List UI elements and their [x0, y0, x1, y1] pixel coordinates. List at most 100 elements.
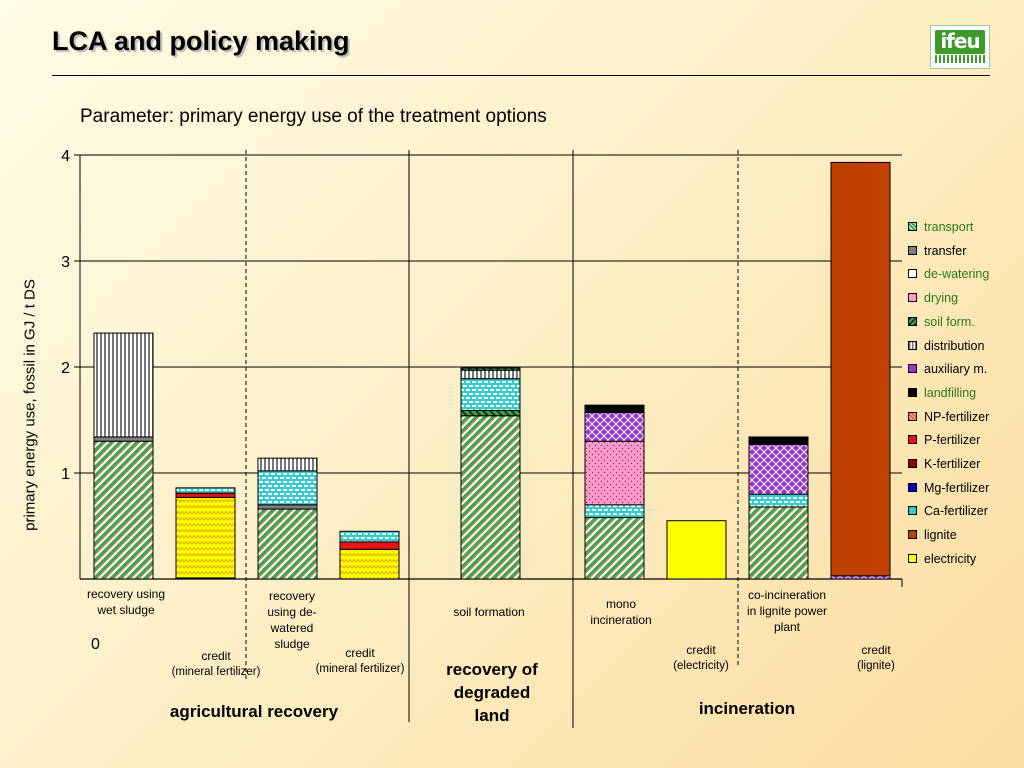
label-line: (mineral fertilizer): [315, 663, 405, 675]
credit-label: credit (lignite): [836, 642, 916, 674]
legend-swatch: [908, 435, 917, 445]
category-label: mono incineration: [571, 596, 671, 628]
legend-swatch: [908, 316, 917, 326]
legend-label: de-watering: [924, 267, 990, 282]
group-label: incineration: [667, 697, 827, 720]
group-label: agricultural recovery: [144, 700, 364, 723]
legend-label: drying: [924, 291, 959, 306]
group-label: recovery of degraded land: [422, 658, 562, 727]
bar-segment-distribution: [93, 332, 154, 438]
label-line: wet sludge: [97, 603, 155, 617]
bar-segment-electricity: [666, 520, 727, 580]
label-line: mono: [605, 597, 637, 611]
slide-title: LCA and policy making: [52, 26, 350, 56]
label-line: plant: [773, 620, 801, 634]
bar-segment-transfer: [93, 436, 154, 442]
label-line: recovery using: [86, 587, 166, 601]
label-line: soil formation: [453, 605, 525, 619]
bar-segment-transfer: [257, 504, 318, 510]
legend-label: K-fertilizer: [924, 457, 981, 471]
label-line: (lignite): [857, 660, 895, 672]
bar-segment-lignite: [830, 161, 891, 577]
bar-segment-transport: [748, 506, 809, 580]
legend-label: transfer: [924, 243, 967, 258]
group-label-line: incineration: [698, 699, 796, 718]
category-label: soil formation: [429, 604, 549, 620]
title-underline: [52, 75, 990, 76]
legend-label: landfilling: [924, 385, 977, 400]
ifeu-logo: ifeu: [930, 25, 990, 69]
legend-swatch: [908, 506, 917, 516]
label-line: credit: [345, 646, 375, 660]
legend-swatch: [908, 269, 917, 279]
bar-segment-transport: [460, 415, 521, 580]
bar-segment-ca-fertilizer: [175, 487, 236, 494]
bar-segment-ca-fertilizer: [584, 504, 645, 519]
legend-swatch: [908, 459, 917, 468]
bar-segment-ca-fertilizer: [257, 470, 318, 506]
bar-segment-distribution: [257, 457, 318, 472]
category-label: recovery using wet sludge: [61, 586, 191, 618]
y-tick-label: 1: [61, 466, 70, 483]
label-line: incineration: [590, 613, 652, 627]
y-tick-label: 3: [61, 254, 70, 271]
legend-swatch: [908, 245, 917, 255]
credit-label: credit (mineral fertilizer): [305, 645, 415, 677]
bar-segment-soil-form: [460, 409, 521, 417]
label-line: co-incineration: [747, 588, 827, 602]
bar-segment-landfilling: [748, 436, 809, 445]
bar-segment-ca-fertilizer: [339, 530, 400, 543]
zero-label: 0: [91, 636, 100, 653]
label-line: credit: [861, 643, 891, 657]
legend-swatch: [908, 553, 917, 563]
logo-bar: [935, 30, 985, 54]
legend-label: lignite: [924, 528, 957, 543]
legend-label: P-fertilizer: [924, 433, 981, 448]
y-tick-label: 4: [61, 148, 70, 165]
bar-segment-landfilling: [584, 404, 645, 414]
label-line: recovery: [268, 589, 315, 603]
legend-swatch: [908, 222, 917, 231]
bar-segment-transport: [93, 440, 154, 580]
group-label-line: degraded: [453, 683, 531, 702]
bar-segment-electricity: [339, 548, 400, 580]
legend-label: auxiliary m.: [924, 362, 988, 377]
bar-segment-p-fertilizer: [339, 541, 400, 550]
bar-segment-drying: [584, 440, 645, 506]
legend-swatch: [908, 340, 917, 350]
credit-label: credit (electricity): [651, 642, 751, 674]
bar-segment-p-fertilizer: [175, 492, 236, 498]
legend-label: soil form.: [924, 314, 975, 329]
legend-label: transport: [924, 220, 974, 234]
bar-segment-transport: [584, 517, 645, 580]
label-line: credit: [686, 643, 716, 657]
group-label-line: land: [474, 706, 510, 725]
credit-label: credit (mineral fertilizer): [156, 648, 276, 680]
legend-swatch: [908, 530, 917, 540]
bar-segment-auxiliary-m: [748, 443, 809, 495]
group-label-line: recovery of: [446, 660, 538, 679]
legend-label: Ca-fertilizer: [924, 504, 988, 519]
legend-label: distribution: [924, 338, 985, 353]
legend-swatch: [908, 482, 917, 492]
label-line: using de-: [267, 605, 317, 619]
legend-label: electricity: [924, 551, 977, 566]
bar-segment-auxiliary-m: [584, 412, 645, 442]
logo-stripes: [935, 55, 985, 63]
label-line: (electricity): [673, 660, 729, 672]
logo-text: ifeu: [940, 29, 980, 53]
bar-segment-ca-fertilizer: [460, 378, 521, 411]
label-line: in lignite power: [746, 604, 828, 618]
label-line: watered: [270, 621, 314, 635]
label-line: credit: [201, 649, 231, 663]
bar-segment-distribution: [460, 369, 521, 380]
bar-segment-ca-fertilizer: [748, 493, 809, 508]
category-label: co-incineration in lignite power plant: [732, 587, 842, 635]
chart-title: Parameter: primary energy use of the tre…: [80, 106, 547, 127]
legend-swatch: [908, 364, 917, 374]
category-label: recovery using de-watered sludge: [252, 588, 332, 652]
y-tick-label: 2: [61, 360, 70, 377]
legend-label: NP-fertilizer: [924, 409, 990, 424]
group-label-line: agricultural recovery: [169, 702, 339, 721]
